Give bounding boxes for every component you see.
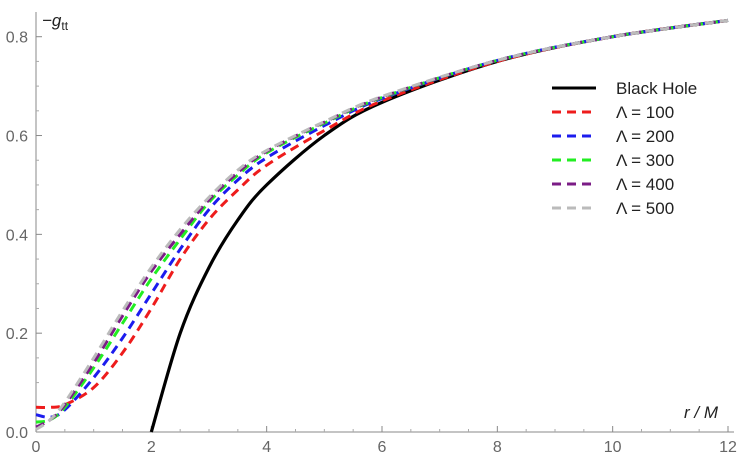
y-axis-label-sub: tt <box>61 19 68 33</box>
legend: Black Hole Λ = 100 Λ = 200 Λ = 300 Λ = 400 Λ … <box>552 79 697 218</box>
x-tick-label: 6 <box>378 439 387 456</box>
legend-label: Λ = 500 <box>616 199 674 218</box>
legend-label: Λ = 400 <box>616 175 674 194</box>
legend-label: Λ = 200 <box>616 127 674 146</box>
x-tick-label: 2 <box>147 439 156 456</box>
series-line-400 <box>35 18 729 429</box>
series-layer <box>35 18 729 433</box>
x-tick-label: 12 <box>719 439 737 456</box>
x-tick-label: 8 <box>493 439 502 456</box>
y-tick-label: 0.6 <box>6 129 28 146</box>
y-tick-label: 0.8 <box>6 30 28 47</box>
y-tick-label: 0.2 <box>6 326 28 343</box>
x-tick-label: 0 <box>32 439 41 456</box>
x-tick-label: 10 <box>604 439 622 456</box>
y-axis-label: −gtt <box>42 11 69 33</box>
axes: 0 2 4 6 8 10 12 0.0 0.2 0.4 0.6 0.8 <box>6 12 737 456</box>
x-axis-label: r / M <box>684 403 719 422</box>
x-tick-label: 4 <box>262 439 271 456</box>
legend-label: Black Hole <box>616 79 697 98</box>
y-tick-label: 0.4 <box>6 227 28 244</box>
series-line-500 <box>35 18 729 431</box>
y-axis-label-main: −g <box>42 11 62 30</box>
axis-labels: −gtt r / M <box>42 11 719 422</box>
series-line-300 <box>35 18 729 424</box>
y-tick-label: 0.0 <box>6 425 28 442</box>
legend-label: Λ = 100 <box>616 103 674 122</box>
legend-label: Λ = 300 <box>616 151 674 170</box>
series-line-200 <box>35 18 729 419</box>
